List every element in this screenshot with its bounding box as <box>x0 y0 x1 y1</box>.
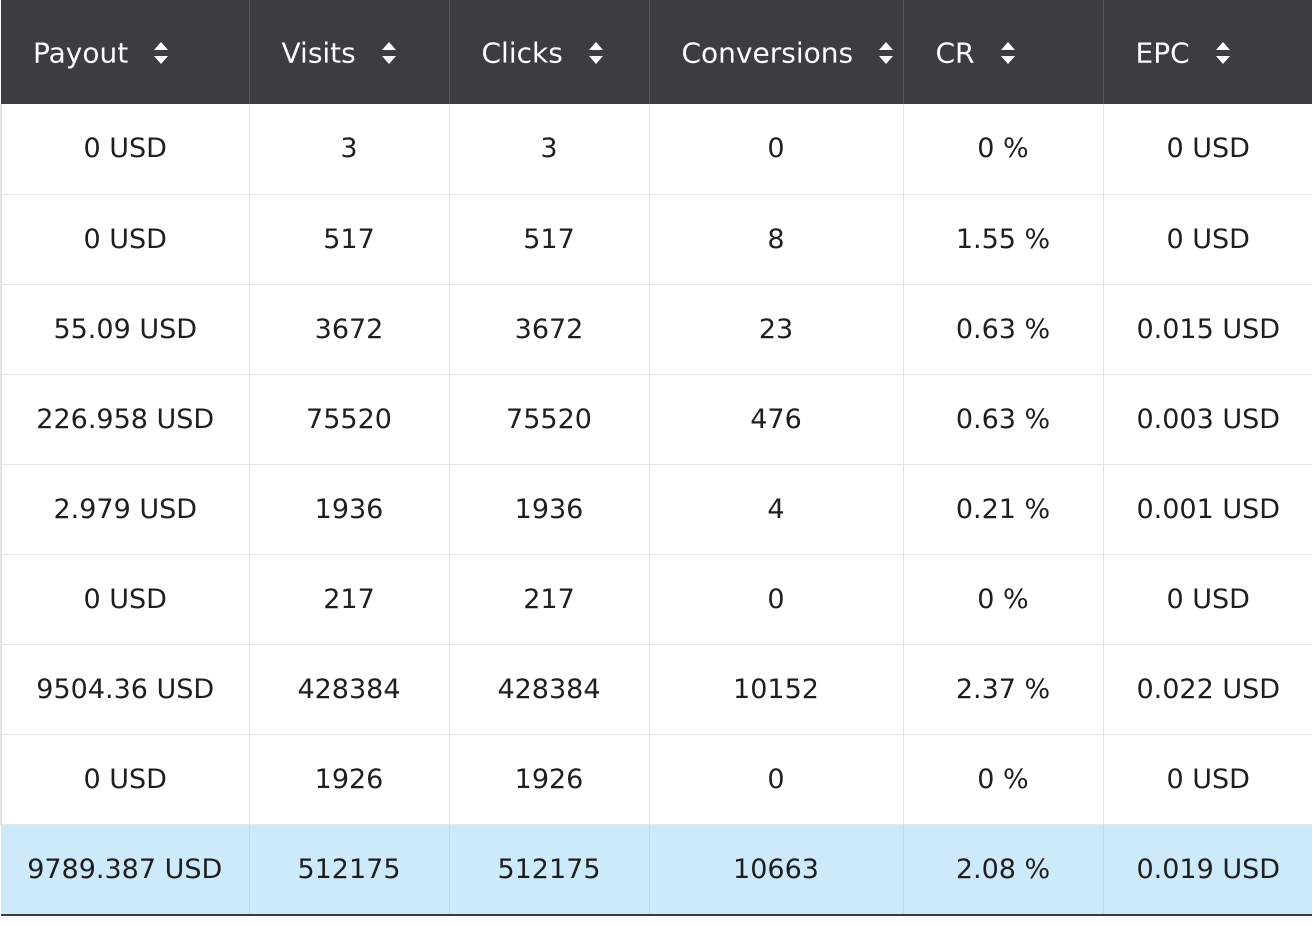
conversions-cell: 0 <box>649 104 904 195</box>
payout-cell: 0 USD <box>0 554 250 645</box>
column-header-cr[interactable]: CR <box>903 0 1104 104</box>
payout-cell: 9504.36 USD <box>0 644 250 735</box>
column-header-payout[interactable]: Payout <box>1 0 250 104</box>
column-label: Clicks <box>481 36 563 70</box>
table-row: 55.09 USD 3672 3672 23 0.63 % 0.015 USD <box>0 284 1312 375</box>
epc-cell: 0 USD <box>1103 734 1312 825</box>
visits-cell: 3672 <box>249 284 450 375</box>
total-cr-cell: 2.08 % <box>903 824 1104 916</box>
epc-cell: 0.003 USD <box>1103 374 1312 465</box>
table-row: 226.958 USD 75520 75520 476 0.63 % 0.003… <box>0 374 1312 465</box>
cr-cell: 0 % <box>903 734 1104 825</box>
table-body: 0 USD 3 3 0 0 % 0 USD 0 USD 517 517 8 1.… <box>0 104 1312 825</box>
table-row: 0 USD 517 517 8 1.55 % 0 USD <box>0 194 1312 285</box>
cr-cell: 0 % <box>903 554 1104 645</box>
clicks-cell: 1926 <box>449 734 650 825</box>
epc-cell: 0 USD <box>1103 554 1312 645</box>
sort-icon[interactable] <box>1000 41 1015 65</box>
epc-cell: 0.015 USD <box>1103 284 1312 375</box>
column-header-clicks[interactable]: Clicks <box>449 0 650 104</box>
cr-cell: 1.55 % <box>903 194 1104 285</box>
payout-cell: 2.979 USD <box>0 464 250 555</box>
table-footer: 9789.387 USD 512175 512175 10663 2.08 % … <box>1 824 1312 916</box>
epc-cell: 0 USD <box>1103 104 1312 195</box>
column-header-epc[interactable]: EPC <box>1103 0 1312 104</box>
conversions-cell: 476 <box>649 374 904 465</box>
total-conversions-cell: 10663 <box>649 824 904 916</box>
sort-icon[interactable] <box>1215 41 1230 65</box>
table-header: Payout Visits Clicks Conversions CR EPC <box>1 0 1312 104</box>
column-label: Conversions <box>681 36 854 70</box>
clicks-cell: 217 <box>449 554 650 645</box>
clicks-cell: 75520 <box>449 374 650 465</box>
epc-cell: 0.001 USD <box>1103 464 1312 555</box>
total-epc-cell: 0.019 USD <box>1103 824 1312 916</box>
conversions-cell: 8 <box>649 194 904 285</box>
clicks-cell: 428384 <box>449 644 650 735</box>
visits-cell: 1936 <box>249 464 450 555</box>
visits-cell: 428384 <box>249 644 450 735</box>
column-header-conversions[interactable]: Conversions <box>649 0 904 104</box>
cr-cell: 2.37 % <box>903 644 1104 735</box>
cr-cell: 0.63 % <box>903 374 1104 465</box>
conversions-cell: 10152 <box>649 644 904 735</box>
total-visits-cell: 512175 <box>249 824 450 916</box>
cr-cell: 0.21 % <box>903 464 1104 555</box>
conversions-cell: 4 <box>649 464 904 555</box>
sort-icon[interactable] <box>879 41 894 65</box>
column-label: EPC <box>1135 36 1190 70</box>
total-payout-cell: 9789.387 USD <box>1 824 250 916</box>
visits-cell: 217 <box>249 554 450 645</box>
table-row: 2.979 USD 1936 1936 4 0.21 % 0.001 USD <box>0 464 1312 555</box>
payout-cell: 0 USD <box>0 104 250 195</box>
epc-cell: 0.022 USD <box>1103 644 1312 735</box>
payout-cell: 0 USD <box>0 194 250 285</box>
cr-cell: 0 % <box>903 104 1104 195</box>
table-row: 0 USD 217 217 0 0 % 0 USD <box>0 554 1312 645</box>
payout-cell: 55.09 USD <box>0 284 250 375</box>
column-header-visits[interactable]: Visits <box>249 0 450 104</box>
sort-icon[interactable] <box>381 41 396 65</box>
clicks-cell: 517 <box>449 194 650 285</box>
payout-cell: 0 USD <box>0 734 250 825</box>
payout-cell: 226.958 USD <box>0 374 250 465</box>
cr-cell: 0.63 % <box>903 284 1104 375</box>
visits-cell: 517 <box>249 194 450 285</box>
table-row: 0 USD 1926 1926 0 0 % 0 USD <box>0 734 1312 825</box>
visits-cell: 3 <box>249 104 450 195</box>
table-row: 0 USD 3 3 0 0 % 0 USD <box>0 104 1312 195</box>
table-row: 9504.36 USD 428384 428384 10152 2.37 % 0… <box>0 644 1312 735</box>
column-label: Payout <box>33 36 129 70</box>
total-clicks-cell: 512175 <box>449 824 650 916</box>
clicks-cell: 1936 <box>449 464 650 555</box>
conversions-cell: 23 <box>649 284 904 375</box>
column-label: CR <box>935 36 975 70</box>
header-row: Payout Visits Clicks Conversions CR EPC <box>1 0 1312 104</box>
clicks-cell: 3672 <box>449 284 650 375</box>
visits-cell: 75520 <box>249 374 450 465</box>
visits-cell: 1926 <box>249 734 450 825</box>
conversions-cell: 0 <box>649 734 904 825</box>
sort-icon[interactable] <box>588 41 603 65</box>
totals-row: 9789.387 USD 512175 512175 10663 2.08 % … <box>1 824 1312 916</box>
column-label: Visits <box>281 36 356 70</box>
sort-icon[interactable] <box>154 41 169 65</box>
conversions-cell: 0 <box>649 554 904 645</box>
clicks-cell: 3 <box>449 104 650 195</box>
epc-cell: 0 USD <box>1103 194 1312 285</box>
